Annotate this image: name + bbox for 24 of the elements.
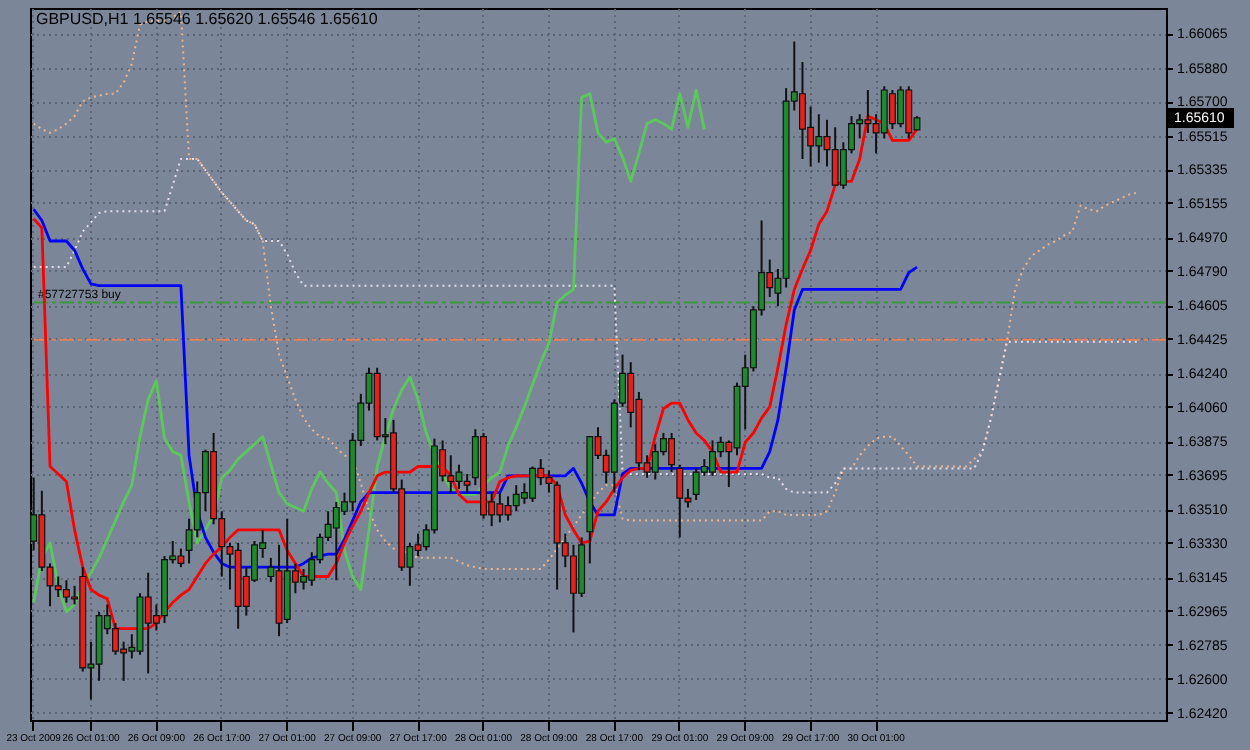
candlestick [332,500,340,582]
candlestick [62,579,70,604]
candlestick [709,439,716,477]
candlestick [888,89,896,131]
line-series [32,88,706,614]
candlestick [880,85,888,140]
candlestick [815,113,823,164]
line-series [32,10,1139,571]
candlestick [799,61,806,160]
candlestick [177,547,185,569]
candlestick [112,622,119,656]
candlestick [864,89,872,134]
candlestick [512,484,520,513]
candlestick [570,543,577,634]
candlestick [455,463,463,490]
candlestick [529,465,537,503]
chart-title: GBPUSD,H1 1.65546 1.65620 1.65546 1.65610 [36,10,379,28]
candlestick [144,571,152,675]
candlestick [692,467,700,502]
candlestick [54,575,62,598]
candlestick [897,85,905,129]
candlestick [905,85,913,140]
candlestick [496,491,504,524]
candlestick [831,126,839,187]
